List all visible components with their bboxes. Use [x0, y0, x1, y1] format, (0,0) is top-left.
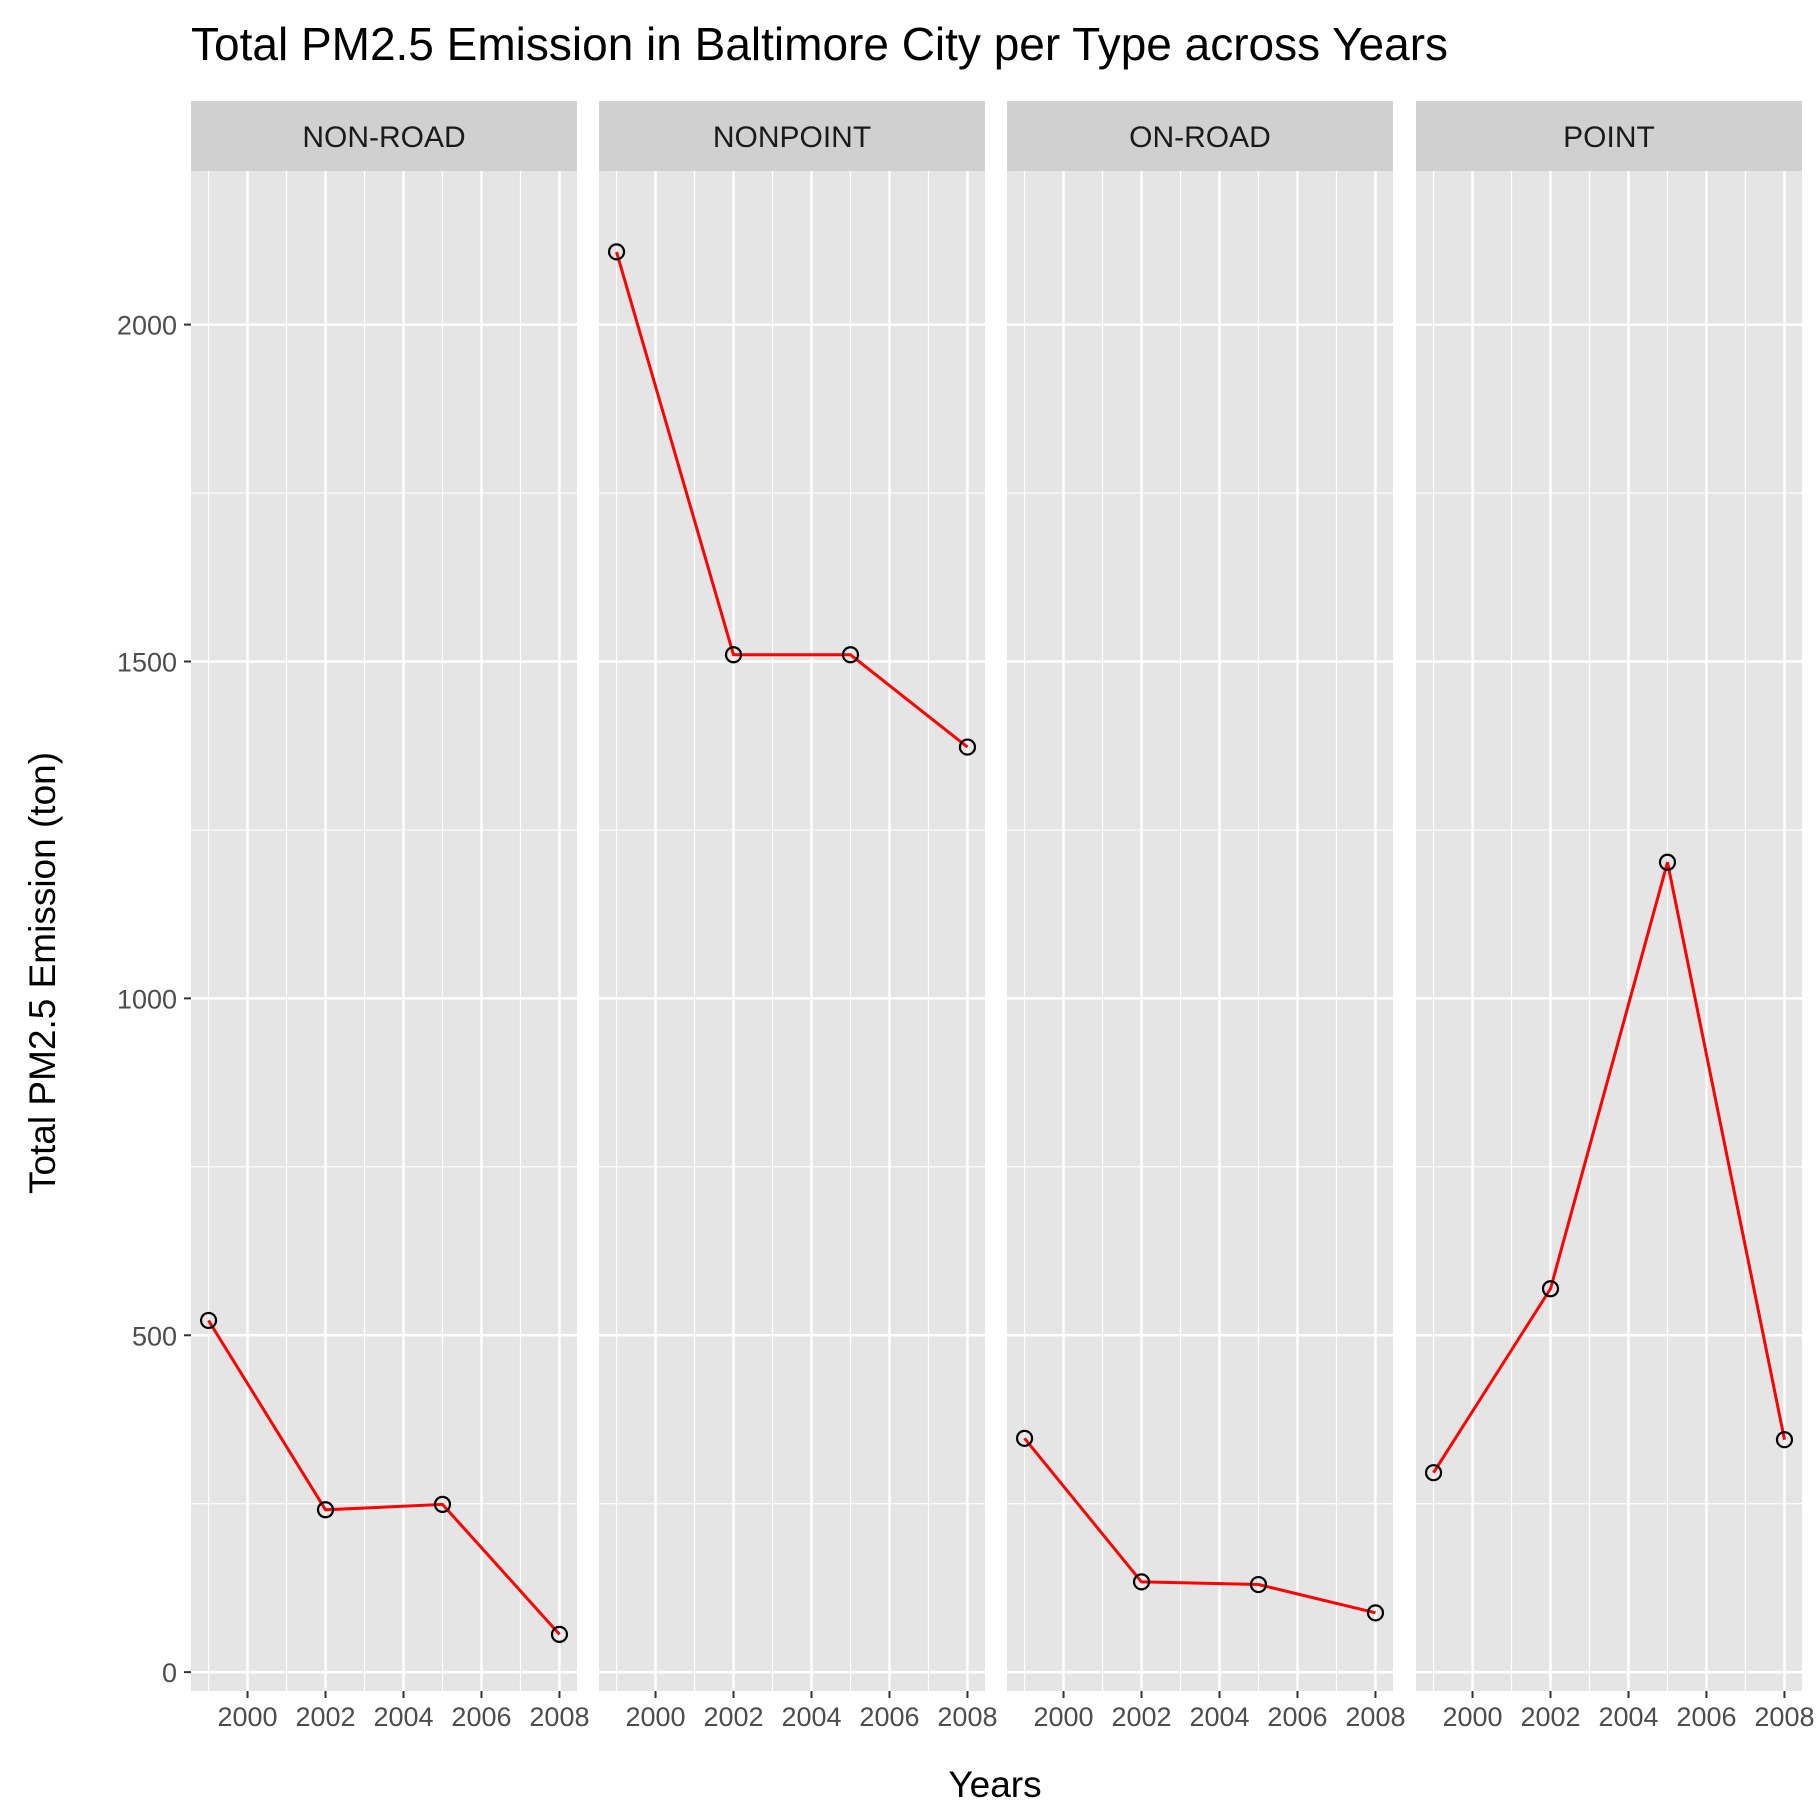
panel-background: [1416, 171, 1802, 1691]
data-point: [1658, 853, 1677, 871]
data-point: [550, 1625, 569, 1644]
x-tick-label: 2006: [451, 1702, 511, 1732]
chart-title: Total PM2.5 Emission in Baltimore City p…: [191, 18, 1448, 70]
y-tick-label: 1000: [117, 984, 177, 1014]
x-tick-label: 2002: [1111, 1702, 1171, 1732]
facet-strip-label: NON-ROAD: [302, 121, 465, 154]
facet-strip: [191, 101, 577, 171]
facet-strip-label: POINT: [1563, 121, 1655, 154]
panel-background: [599, 171, 985, 1691]
x-tick-label: 2006: [1676, 1702, 1736, 1732]
panel-background: [1007, 171, 1393, 1691]
facet-panel-on-road: ON-ROAD 2000 2002 2004 2006 2008: [1007, 101, 1405, 1732]
data-point: [1366, 1604, 1385, 1622]
x-tick-label: 2002: [703, 1702, 763, 1732]
series-line: [1432, 861, 1786, 1474]
facet-strip-label: NONPOINT: [713, 121, 871, 154]
data-point: [724, 646, 743, 664]
facet-panels: NON-ROAD 2000 2002 2004 2006 2008 NONPOINT 2000…: [191, 101, 1814, 1732]
x-tick-label: 2004: [373, 1702, 433, 1732]
y-axis: 0 500 1000 1500 2000: [117, 311, 191, 1688]
data-point: [1424, 1464, 1443, 1482]
y-tick-label: 1500: [117, 647, 177, 677]
facet-strip: [1416, 101, 1802, 171]
x-tick-label: 2002: [1520, 1702, 1580, 1732]
x-tick-label: 2000: [1033, 1702, 1093, 1732]
x-tick-label: 2000: [625, 1702, 685, 1732]
x-tick-label: 2000: [1442, 1702, 1502, 1732]
data-point: [958, 738, 977, 756]
facet-strip-label: ON-ROAD: [1129, 121, 1271, 154]
x-tick-label: 2006: [859, 1702, 919, 1732]
panel-background: [191, 171, 577, 1691]
x-tick-label: 2008: [1754, 1702, 1814, 1732]
facet-panel-non-road: NON-ROAD 2000 2002 2004 2006 2008: [191, 101, 589, 1732]
x-tick-label: 2008: [529, 1702, 589, 1732]
facet-strip: [599, 101, 985, 171]
x-axis-title: Years: [948, 1764, 1041, 1805]
series-line: [1023, 1437, 1376, 1615]
data-point: [316, 1501, 335, 1519]
x-tick-label: 2000: [217, 1702, 277, 1732]
data-point: [433, 1495, 452, 1513]
series-line: [615, 251, 969, 749]
data-point: [199, 1311, 218, 1330]
y-tick-label: 2000: [117, 311, 177, 341]
facet-strip: [1007, 101, 1393, 171]
x-tick-label: 2002: [295, 1702, 355, 1732]
data-point: [1541, 1280, 1560, 1298]
data-point: [1015, 1429, 1034, 1447]
data-point: [841, 646, 860, 664]
data-point: [607, 243, 626, 261]
x-tick-label: 2006: [1267, 1702, 1327, 1732]
x-tick-label: 2008: [1345, 1702, 1405, 1732]
y-tick-label: 0: [162, 1658, 177, 1688]
x-tick-label: 2004: [1598, 1702, 1658, 1732]
y-tick-label: 500: [132, 1321, 177, 1351]
x-tick-label: 2008: [937, 1702, 997, 1732]
data-point: [1249, 1575, 1268, 1594]
data-point: [1775, 1431, 1794, 1449]
data-point: [1132, 1573, 1151, 1591]
y-axis-title: Total PM2.5 Emission (ton): [22, 752, 63, 1194]
x-tick-label: 2004: [1189, 1702, 1249, 1732]
facet-panel-point: POINT 2000 2002 2004 2006 2008: [1416, 101, 1814, 1732]
series-line: [207, 1319, 561, 1636]
x-tick-label: 2004: [781, 1702, 841, 1732]
facet-panel-nonpoint: NONPOINT 2000 2002 2004 2006 2008: [599, 101, 997, 1732]
